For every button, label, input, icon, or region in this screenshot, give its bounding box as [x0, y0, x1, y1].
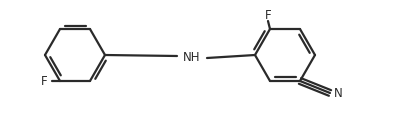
Text: F: F — [265, 8, 271, 21]
Text: NH: NH — [183, 51, 201, 64]
Text: N: N — [333, 87, 343, 100]
Text: F: F — [41, 75, 47, 88]
